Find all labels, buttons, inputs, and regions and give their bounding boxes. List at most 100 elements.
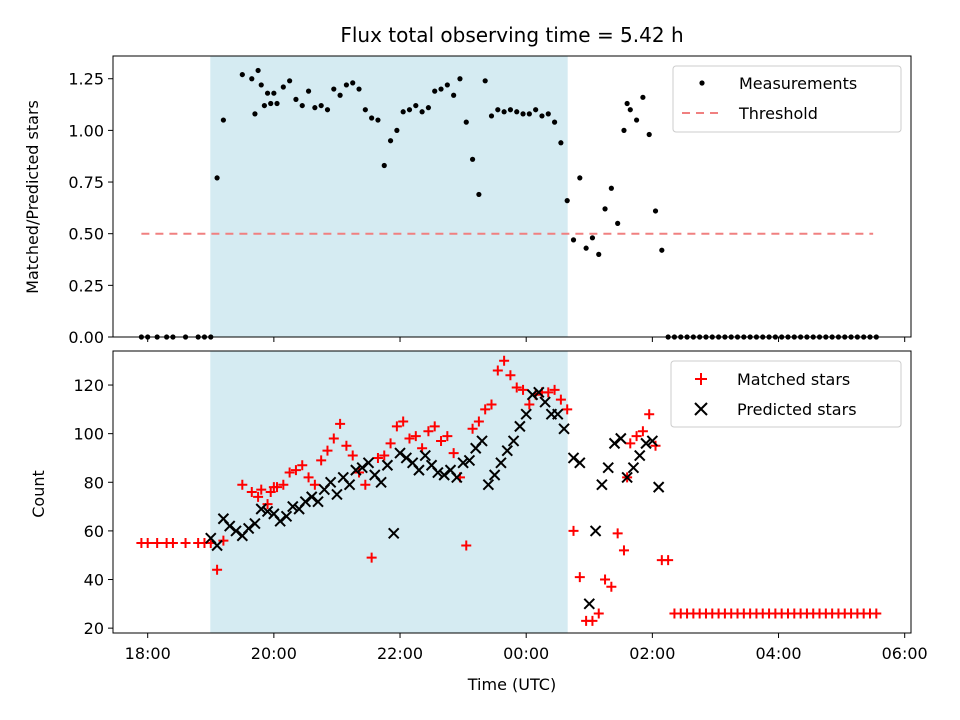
measurement-point xyxy=(394,127,400,133)
measurement-point xyxy=(526,111,532,117)
predicted-star-point xyxy=(451,471,463,484)
bottom-legend-box xyxy=(670,360,902,428)
measurement-point xyxy=(551,119,558,125)
predicted-star-point xyxy=(589,525,602,537)
measurement-point xyxy=(488,113,495,119)
measurement-point xyxy=(608,185,614,191)
measurement-point xyxy=(520,111,526,117)
measurement-point xyxy=(558,140,564,146)
matched-star-point xyxy=(316,455,327,466)
matched-star-point xyxy=(142,538,153,549)
legend-predicted-label: Predicted stars xyxy=(737,400,857,419)
predicted-star-point xyxy=(583,598,595,610)
predicted-star-point xyxy=(280,510,293,523)
matched-star-point xyxy=(612,528,623,539)
x-tick-label: 18:00 xyxy=(125,644,171,663)
measurement-point xyxy=(533,107,539,113)
matched-star-point xyxy=(284,467,295,478)
matched-star-point xyxy=(562,404,573,415)
measurement-point xyxy=(268,100,274,107)
measurement-point xyxy=(451,92,457,98)
matched-star-point xyxy=(511,382,522,393)
matched-star-point xyxy=(167,538,178,549)
measurement-point xyxy=(261,102,267,109)
y-tick-label: 20 xyxy=(84,619,104,638)
measurement-point xyxy=(362,107,368,113)
measurement-point xyxy=(627,107,633,113)
matched-star-point xyxy=(398,416,409,427)
predicted-star-point xyxy=(287,500,299,513)
matched-star-point xyxy=(574,572,585,583)
predicted-star-point xyxy=(230,525,242,537)
matched-star-point xyxy=(631,431,642,442)
predicted-star-point xyxy=(249,517,261,530)
measurement-point xyxy=(425,105,432,111)
matched-star-point xyxy=(644,409,655,420)
matched-star-point xyxy=(505,370,516,381)
predicted-star-point xyxy=(413,464,425,476)
top-observing-window xyxy=(210,55,568,338)
legend-measurements-label: Measurements xyxy=(739,74,857,93)
predicted-star-point xyxy=(539,396,551,408)
measurement-point xyxy=(400,109,406,115)
measurement-point xyxy=(602,206,608,212)
predicted-star-point xyxy=(457,457,469,469)
measurement-point xyxy=(596,251,602,257)
matched-star-point xyxy=(549,384,560,395)
measurement-point xyxy=(280,84,286,90)
y-tick-label: 0.25 xyxy=(68,276,104,295)
predicted-star-point xyxy=(652,481,665,493)
predicted-star-point xyxy=(482,478,495,491)
y-tick-label: 0.50 xyxy=(68,225,104,244)
top-axes-frame xyxy=(112,55,912,338)
measurement-point xyxy=(324,107,331,113)
matched-star-point xyxy=(499,355,510,366)
matched-star-point xyxy=(473,416,484,427)
measurement-point xyxy=(564,198,570,204)
matched-star-point xyxy=(372,452,383,463)
predicted-star-point xyxy=(463,454,476,467)
measurement-point xyxy=(570,237,577,243)
predicted-star-point xyxy=(400,452,413,464)
top-y-axis-label: Matched/Predicted stars xyxy=(23,100,42,294)
chart-title: Flux total observing time = 5.42 h xyxy=(340,23,683,47)
predicted-star-point xyxy=(356,461,368,474)
matched-star-point xyxy=(253,491,264,502)
measurement-point xyxy=(264,90,271,96)
measurement-point xyxy=(539,113,545,119)
bottom-y-axis-label: Count xyxy=(29,470,48,518)
matched-star-point xyxy=(600,574,611,585)
measurement-point xyxy=(252,111,258,117)
predicted-star-point xyxy=(419,449,431,462)
measurement-point xyxy=(312,105,318,111)
measurement-point xyxy=(318,102,324,109)
matched-star-point xyxy=(518,384,529,395)
matched-star-point xyxy=(480,404,491,415)
measurement-point xyxy=(305,88,312,94)
measurement-point xyxy=(514,109,520,115)
legend-matched-label: Matched stars xyxy=(737,370,850,389)
predicted-star-point xyxy=(507,435,520,447)
measurement-point xyxy=(350,80,356,86)
measurement-point xyxy=(463,119,469,125)
measurement-point xyxy=(652,208,659,214)
matched-star-point xyxy=(410,431,421,442)
matched-star-point xyxy=(347,450,358,461)
top-y-ticks: 0.00 0.25 0.50 0.75 1.00 1.25 xyxy=(68,70,113,347)
measurement-point xyxy=(214,175,220,181)
matched-star-point xyxy=(278,479,289,490)
measurement-point xyxy=(369,115,375,121)
predicted-star-point xyxy=(362,457,375,469)
predicted-stars-points xyxy=(205,386,665,610)
predicted-star-point xyxy=(255,503,267,515)
matched-star-point xyxy=(290,465,301,476)
predicted-star-point xyxy=(274,515,286,527)
matched-star-point xyxy=(436,435,447,446)
predicted-star-point xyxy=(520,408,532,420)
bottom-y-ticks: 20 40 60 80 100 120 xyxy=(73,376,113,638)
predicted-star-point xyxy=(261,505,274,518)
measurement-point xyxy=(258,82,264,88)
y-tick-label: 80 xyxy=(84,473,104,492)
x-tick-label: 22:00 xyxy=(377,644,423,663)
predicted-star-point xyxy=(350,464,362,476)
